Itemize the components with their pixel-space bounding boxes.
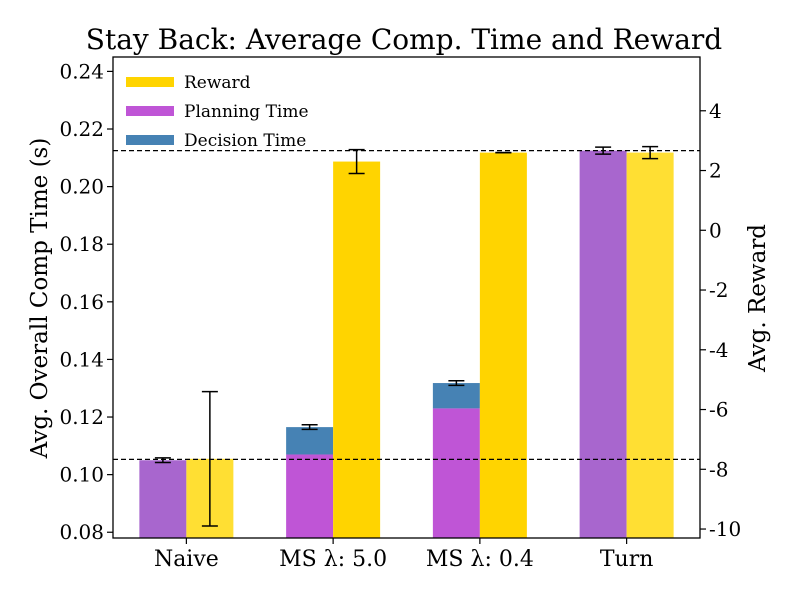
planning-time-bar [286,454,334,538]
reward-bar [626,152,674,538]
x-tick-label: MS λ: 0.4 [426,547,534,572]
y-left-tick-label: 0.20 [59,175,104,199]
planning-time-bar [139,460,187,538]
y-left-tick-label: 0.12 [59,405,104,429]
legend-label: Reward [184,73,251,93]
x-tick-label: MS λ: 5.0 [279,547,387,572]
planning-time-bar [432,408,480,538]
plot-area: Naive MS λ: 5.0 MS λ: 0.4 Turn 0.08 0.10 0.12 0… [59,56,741,572]
reward-bar [333,161,381,538]
y-right-tick-label: -8 [709,457,728,481]
y-left-tick-label: 0.22 [59,117,104,141]
x-tick-label: Turn [600,547,654,572]
y-left-tick-label: 0.16 [59,290,104,314]
planning-time-bar [579,150,627,538]
decision-time-bar [432,383,480,409]
y-right-tick-label: -4 [709,338,728,362]
plot-frame [112,56,701,539]
x-tick-label: Naive [154,547,219,572]
legend-swatch [126,106,174,116]
legend-swatch [126,135,174,145]
decision-time-bar [286,427,334,455]
y-left-tick-label: 0.08 [59,520,104,544]
reward-bar [479,152,527,538]
y-left-tick-label: 0.10 [59,463,104,487]
y-right-tick-label: 0 [709,218,722,242]
legend-swatch [126,77,174,87]
chart-title: Stay Back: Average Comp. Time and Reward [86,23,723,56]
y-right-tick-label: 4 [709,99,722,123]
y-left-tick-label: 0.18 [59,232,104,256]
y-left-tick-label: 0.14 [59,347,104,371]
legend-label: Planning Time [184,102,309,122]
y-left-tick-label: 0.24 [59,59,104,83]
y-right-tick-label: 2 [709,159,722,183]
y-right-tick-label: -2 [709,278,728,302]
legend-label: Decision Time [184,131,306,151]
y-right-tick-label: -6 [709,398,728,422]
y-axis-left-label: Avg. Overall Comp Time (s) [27,138,53,460]
y-axis-right-label: Avg. Reward [745,224,771,373]
y-right-tick-label: -10 [709,517,741,541]
